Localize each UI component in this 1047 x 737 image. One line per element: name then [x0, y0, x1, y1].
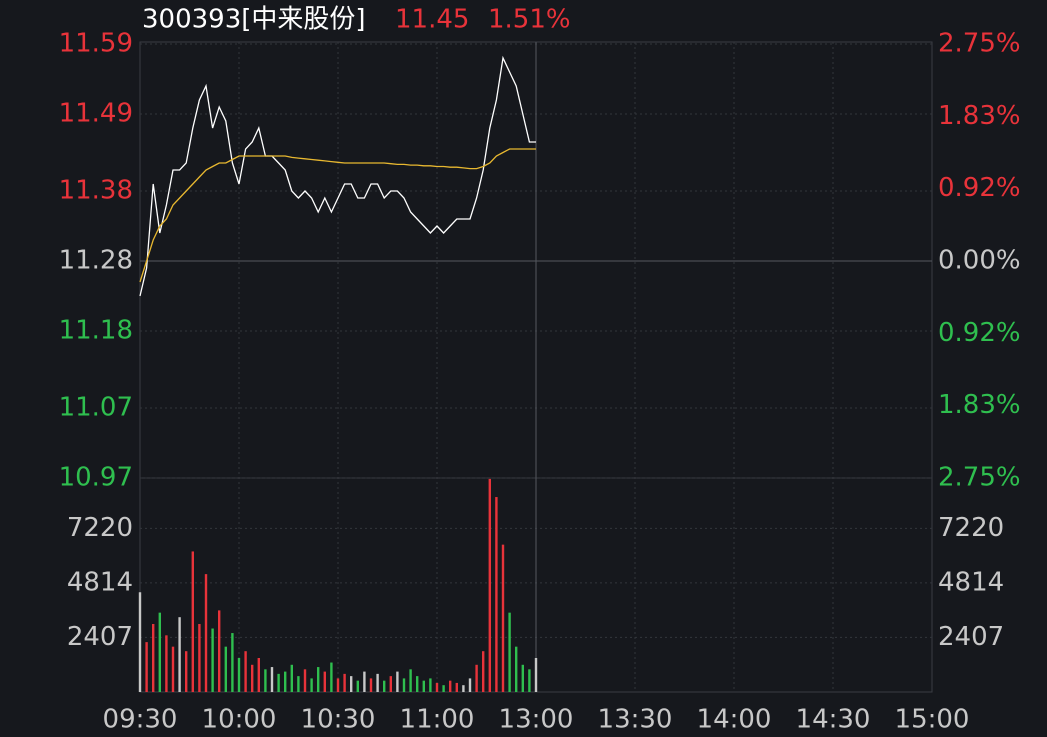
volume-bar	[284, 671, 287, 692]
last-price: 11.45	[395, 5, 469, 35]
volume-tick-label: 4814	[67, 567, 133, 597]
y2-tick-label: 2.75%	[938, 29, 1021, 59]
y2-tick-label: 1.83%	[938, 390, 1021, 420]
y2-tick-label: 0.92%	[938, 318, 1021, 348]
x-tick-label: 14:30	[796, 705, 871, 735]
volume-bar	[363, 671, 366, 692]
y-tick-label: 11.07	[59, 393, 133, 423]
volume-bar	[297, 676, 300, 692]
chart-title: 300393[中来股份]	[142, 5, 366, 35]
volume-bar	[442, 685, 445, 692]
volume-bar	[303, 669, 307, 692]
volume-bar	[501, 544, 505, 692]
volume-tick-label: 4814	[938, 567, 1004, 597]
volume-bar	[343, 673, 346, 692]
volume-bar	[310, 678, 313, 692]
volume-tick-label: 7220	[938, 513, 1004, 543]
volume-tick-label: 2407	[938, 622, 1004, 652]
x-tick-label: 13:30	[598, 705, 673, 735]
volume-bar	[396, 671, 399, 692]
volume-bar	[185, 651, 188, 692]
volume-bar	[336, 678, 340, 692]
average-line	[139, 148, 536, 283]
volume-bar	[231, 633, 234, 692]
volume-bar	[350, 676, 353, 692]
y-tick-label: 11.59	[59, 29, 133, 59]
price-line	[139, 55, 536, 297]
volume-bar	[257, 657, 260, 692]
volume-bar	[251, 664, 254, 692]
volume-bar	[165, 635, 168, 692]
volume-bar	[409, 669, 412, 692]
y2-tick-label: 0.92%	[938, 173, 1021, 203]
change: 1.51%	[488, 5, 571, 35]
volume-bar	[455, 682, 458, 692]
volume-bar	[356, 680, 359, 692]
volume-bar	[429, 678, 432, 692]
volume-bar	[435, 682, 439, 692]
x-tick-label: 14:00	[697, 705, 772, 735]
volume-bar	[528, 669, 531, 692]
x-tick-label: 11:00	[400, 705, 475, 735]
volume-bar	[402, 678, 406, 692]
volume-bar	[178, 617, 181, 692]
volume-bar	[211, 628, 214, 692]
volume-bar	[237, 657, 241, 692]
volume-bar	[171, 646, 175, 692]
volume-bar	[290, 664, 293, 692]
volume-bar	[191, 551, 194, 692]
volume-bar	[138, 592, 142, 692]
y-tick-label: 11.28	[59, 246, 133, 276]
volume-bar	[449, 680, 452, 692]
volume-bar	[416, 676, 419, 692]
volume-bar	[515, 646, 518, 692]
y2-tick-label: 2.75%	[938, 463, 1021, 493]
volume-bar	[369, 678, 373, 692]
volume-bar	[330, 662, 333, 692]
volume-tick-label: 7220	[67, 513, 133, 543]
volume-bar	[495, 497, 498, 692]
y-tick-label: 11.49	[59, 99, 133, 129]
volume-bar	[264, 669, 267, 692]
volume-bar	[145, 642, 148, 692]
volume-bar	[468, 678, 472, 692]
x-tick-label: 09:30	[103, 705, 178, 735]
volume-bar	[224, 646, 227, 692]
x-tick-label: 15:00	[895, 705, 970, 735]
x-tick-label: 13:00	[499, 705, 574, 735]
volume-bar	[389, 676, 392, 692]
volume-tick-label: 2407	[67, 622, 133, 652]
volume-bar	[198, 623, 201, 692]
volume-bar	[422, 680, 425, 692]
volume-bar	[317, 667, 320, 692]
volume-bar	[204, 574, 208, 692]
x-tick-label: 10:30	[301, 705, 376, 735]
volume-bar	[488, 478, 491, 692]
volume-bar	[508, 612, 511, 692]
volume-bar	[475, 664, 478, 692]
volume-bar	[376, 673, 379, 692]
volume-bar	[323, 671, 326, 692]
y2-tick-label: 1.83%	[938, 101, 1021, 131]
y-tick-label: 11.18	[59, 316, 133, 346]
y-tick-label: 10.97	[59, 463, 133, 493]
volume-bar	[534, 657, 538, 692]
y-tick-label: 11.38	[59, 176, 133, 206]
volume-bar	[462, 685, 465, 692]
volume-bar	[244, 651, 247, 692]
volume-bar	[152, 623, 155, 692]
volume-bar	[270, 667, 274, 692]
volume-bar	[277, 673, 280, 692]
x-tick-label: 10:00	[202, 705, 277, 735]
volume-bar	[521, 664, 524, 692]
volume-bar	[482, 651, 485, 692]
y2-tick-label: 0.00%	[938, 246, 1021, 276]
volume-bar	[158, 612, 161, 692]
volume-bar	[383, 680, 386, 692]
volume-bar	[218, 610, 221, 692]
